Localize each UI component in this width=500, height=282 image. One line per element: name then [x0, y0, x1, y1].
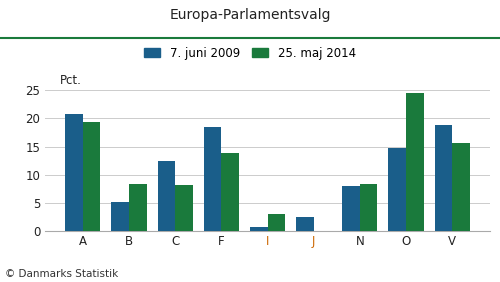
Bar — [65, 114, 83, 231]
Bar — [222, 153, 239, 231]
Bar — [158, 161, 175, 231]
Bar — [388, 148, 406, 231]
Bar — [83, 122, 100, 231]
Legend: 7. juni 2009, 25. maj 2014: 7. juni 2009, 25. maj 2014 — [144, 47, 356, 60]
Bar — [342, 186, 360, 231]
Bar — [129, 184, 146, 231]
Text: © Danmarks Statistik: © Danmarks Statistik — [5, 269, 118, 279]
Bar — [452, 143, 470, 231]
Bar — [175, 185, 192, 231]
Text: Pct.: Pct. — [60, 74, 82, 87]
Bar — [296, 217, 314, 231]
Bar — [268, 214, 285, 231]
Bar — [434, 125, 452, 231]
Bar — [204, 127, 222, 231]
Text: Europa-Parlamentsvalg: Europa-Parlamentsvalg — [169, 8, 331, 23]
Bar — [112, 202, 129, 231]
Bar — [250, 227, 268, 231]
Bar — [360, 184, 378, 231]
Bar — [406, 93, 423, 231]
